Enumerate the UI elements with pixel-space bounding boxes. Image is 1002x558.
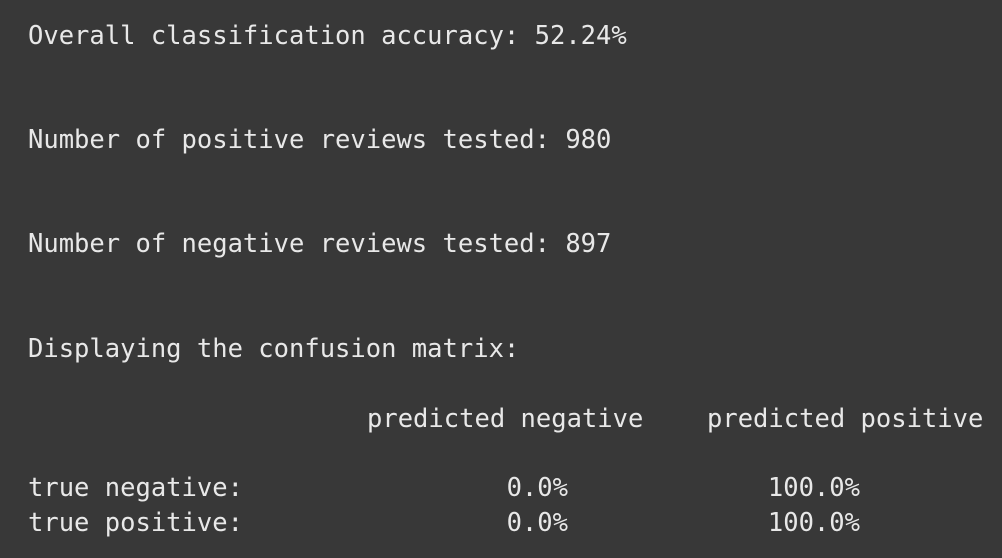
col-header-predicted-negative: predicted negative (367, 404, 644, 434)
cell-true-positive-predicted-positive: 100.0% (767, 508, 860, 538)
cell-true-positive-predicted-negative: 0.0% (506, 508, 568, 538)
row-label-true-negative: true negative: (28, 473, 243, 503)
negative-count-line: Number of negative reviews tested: 897 (28, 229, 612, 259)
row-label-true-positive: true positive: (28, 508, 243, 538)
matrix-heading: Displaying the confusion matrix: (28, 334, 520, 364)
accuracy-line: Overall classification accuracy: 52.24% (28, 21, 627, 51)
col-header-predicted-positive: predicted positive (707, 404, 984, 434)
positive-count-line: Number of positive reviews tested: 980 (28, 125, 612, 155)
cell-true-negative-predicted-positive: 100.0% (767, 473, 860, 503)
cell-true-negative-predicted-negative: 0.0% (506, 473, 568, 503)
